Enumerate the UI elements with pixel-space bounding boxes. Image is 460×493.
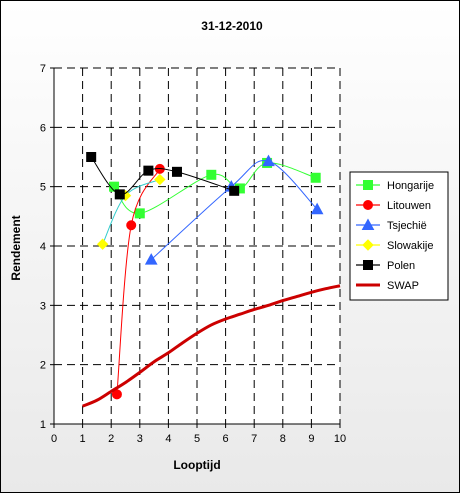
- x-tick-label: 7: [251, 433, 257, 445]
- x-tick-label: 4: [165, 433, 171, 445]
- data-point: [229, 185, 240, 196]
- legend-entry: SWAP: [356, 280, 419, 292]
- x-axis-label: Looptijd: [173, 458, 220, 472]
- legend-entry: Hongarije: [356, 180, 434, 192]
- legend-box: [349, 171, 449, 301]
- grid-layer: [54, 67, 341, 424]
- data-point: [144, 253, 158, 265]
- legend-label: Polen: [387, 260, 415, 272]
- series-line: [150, 160, 318, 261]
- x-tick-label: 2: [108, 433, 114, 445]
- y-tick-label: 7: [40, 63, 46, 75]
- data-point: [262, 154, 275, 167]
- data-point: [134, 208, 145, 219]
- legend-entry: Litouwen: [356, 200, 431, 212]
- x-tick-label: 5: [194, 433, 200, 445]
- y-axis-label: Rendement: [9, 215, 23, 280]
- legend-swatch-marker: [361, 218, 375, 230]
- legend-entry: Polen: [356, 260, 415, 272]
- data-point: [310, 172, 321, 183]
- x-tick-label: 6: [223, 433, 229, 445]
- legend-entry: Slowakije: [356, 239, 433, 252]
- series-4: [86, 152, 240, 200]
- series-5: [82, 284, 341, 408]
- legend-swatch-marker: [362, 239, 374, 251]
- y-tick-label: 3: [40, 300, 46, 312]
- y-tick-label: 4: [40, 241, 46, 253]
- data-point: [114, 189, 125, 200]
- data-point: [111, 389, 122, 400]
- legend-swatch-marker: [363, 260, 373, 270]
- legend-entry: Tsjechië: [356, 218, 427, 232]
- legend-label: Hongarije: [387, 180, 434, 192]
- series-line: [116, 168, 161, 395]
- legend-label: Litouwen: [387, 200, 431, 212]
- legend-label: Slowakije: [387, 240, 433, 252]
- y-tick-label: 5: [40, 182, 46, 194]
- data-point: [143, 165, 154, 176]
- legend-label: Tsjechië: [387, 220, 427, 232]
- data-point: [86, 152, 97, 162]
- x-tick-label: 0: [51, 433, 57, 445]
- x-tick-label: 1: [80, 433, 86, 445]
- y-tick-label: 2: [40, 360, 46, 372]
- series-1: [111, 163, 165, 400]
- legend-swatch-marker: [363, 180, 373, 190]
- x-tick-label: 8: [280, 433, 286, 445]
- legend-label: SWAP: [387, 280, 419, 292]
- data-point: [154, 173, 166, 186]
- y-tick-label: 1: [40, 419, 46, 431]
- data-point: [310, 202, 324, 215]
- data-point: [206, 169, 217, 180]
- chart-title: 31-12-2010: [201, 19, 263, 33]
- legend: Hongarije Litouwen Tsjechië Slowakije Polen S…: [349, 171, 449, 301]
- data-point: [171, 166, 182, 177]
- series-layer: [82, 152, 341, 408]
- series-line: [82, 284, 341, 408]
- x-tick-label: 3: [137, 433, 143, 445]
- data-point: [126, 220, 137, 231]
- legend-swatch-marker: [363, 200, 373, 210]
- y-tick-label: 6: [40, 122, 46, 134]
- data-point: [96, 238, 109, 250]
- x-tick-label: 10: [334, 433, 346, 445]
- x-tick-label: 9: [308, 433, 314, 445]
